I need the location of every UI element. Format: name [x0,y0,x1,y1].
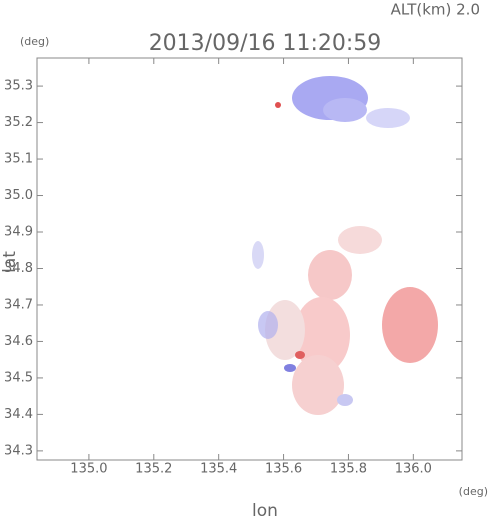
echo [265,300,305,360]
y-tick-label: 35.1 [4,152,33,167]
echo [337,394,353,406]
y-axis-label: lat [0,251,20,273]
x-axis-label: lon [252,501,278,521]
y-tick-label: 34.9 [4,225,33,240]
y-tick-label: 35.3 [4,79,33,94]
x-tick-label: 135.4 [200,462,237,477]
y-tick-label: 34.3 [4,443,33,458]
y-tick-label: 34.4 [4,407,33,422]
y-tick-label: 34.6 [4,334,33,349]
y-tick-label: 34.5 [4,370,33,385]
x-tick-label: 135.0 [70,462,107,477]
echo [284,364,296,372]
echo [366,108,410,128]
echo [275,102,281,108]
x-tick-label: 135.6 [265,462,302,477]
radar-echoes [252,76,438,415]
plot-frame [36,57,463,461]
x-tick-label: 135.8 [330,462,367,477]
y-tick-label: 35.2 [4,115,33,130]
echo [292,355,344,415]
x-tick-label: 135.2 [135,462,172,477]
echo [323,98,367,122]
echo [338,226,382,254]
echo [294,297,350,373]
echo [382,287,438,363]
y-tick-label: 35.0 [4,188,33,203]
y-tick-label: 34.7 [4,297,33,312]
echo [258,311,278,339]
echo [308,250,352,300]
altitude-label: ALT(km) 2.0 [391,1,480,19]
x-unit: (deg) [459,485,488,498]
chart-title: 2013/09/16 11:20:59 [149,31,382,56]
echo [295,351,305,359]
echo [252,241,264,269]
y-tick-label: 34.8 [4,261,33,276]
y-unit: (deg) [20,35,49,48]
x-tick-label: 136.0 [395,462,432,477]
